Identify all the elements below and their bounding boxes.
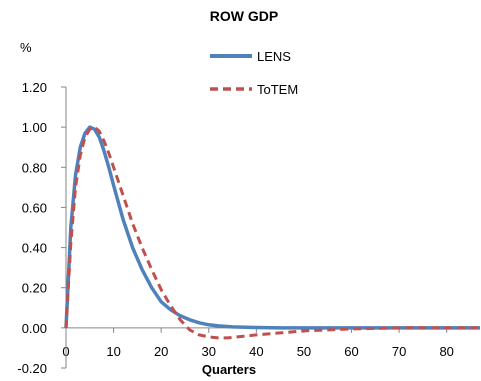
y-tick-label: 1.20 xyxy=(22,80,47,95)
x-tick-label: 30 xyxy=(202,344,216,359)
x-tick-label: 70 xyxy=(392,344,406,359)
y-tick-label: 0.00 xyxy=(22,321,47,336)
y-tick-label: -0.20 xyxy=(17,361,47,376)
chart-title: ROW GDP xyxy=(210,8,278,24)
x-tick-label: 60 xyxy=(344,344,358,359)
legend: LENS ToTEM xyxy=(210,49,298,97)
y-tick-label: 0.60 xyxy=(22,200,47,215)
y-tick-label: 0.80 xyxy=(22,160,47,175)
series-line-totem xyxy=(64,125,480,340)
y-axis-ticks: -0.20 0.00 0.20 0.40 0.60 0.80 1.00 1.20 xyxy=(17,80,66,376)
unit-label: % xyxy=(20,40,32,55)
x-tick-label: 10 xyxy=(106,344,120,359)
y-tick-label: 0.40 xyxy=(22,241,47,256)
series-lines xyxy=(64,125,480,340)
series-line-lens xyxy=(64,125,480,330)
y-tick-label: 1.00 xyxy=(22,120,47,135)
x-axis-label: Quarters xyxy=(202,362,256,377)
x-tick-label: 40 xyxy=(249,344,263,359)
y-tick-label: 0.20 xyxy=(22,281,47,296)
x-tick-label: 20 xyxy=(154,344,168,359)
legend-label-totem: ToTEM xyxy=(257,82,298,97)
legend-label-lens: LENS xyxy=(257,49,291,64)
x-tick-label: 80 xyxy=(439,344,453,359)
x-tick-label: 50 xyxy=(297,344,311,359)
